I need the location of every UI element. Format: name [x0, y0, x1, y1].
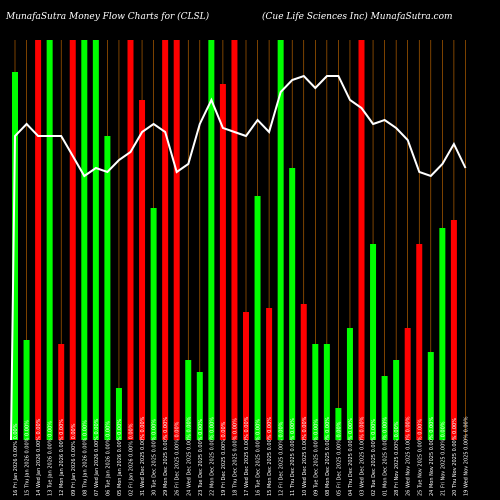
bar	[92, 40, 99, 440]
chart-title-left: MunafaSutra Money Flow Charts for (CLSL)	[6, 12, 210, 22]
bar	[450, 220, 457, 440]
bar	[439, 228, 446, 440]
x-tick-label: 09 Tue Dec 2025 0.00% 0.00%	[313, 419, 319, 496]
bar	[139, 100, 146, 440]
bar	[404, 328, 411, 440]
line-series	[10, 74, 467, 441]
x-tick-label: 03 Wed Dec 2025 0.00% 0.00%	[360, 416, 366, 496]
bar	[300, 304, 307, 440]
x-tick-label: 08 Thu Jan 2026 0.00% 0.00%	[82, 420, 88, 496]
x-tick-label: 12 Fri Dec 2025 0.00% 0.00%	[279, 421, 285, 496]
bar	[335, 408, 342, 440]
bar	[416, 244, 423, 440]
x-tick-label: 19 Wed Nov 2025 0.00% 0.00%	[463, 416, 469, 496]
bar	[312, 344, 319, 440]
bar	[254, 196, 261, 440]
x-tick-label: 02 Fri Jan 2026 0.00% 0.00%	[129, 423, 135, 496]
bar	[381, 376, 388, 440]
x-tick-label: 12 Mon Jan 2026 0.00% 0.00%	[59, 419, 65, 496]
x-tick-label: 06 Tue Jan 2026 0.00% 0.00%	[105, 421, 111, 496]
bar	[346, 328, 353, 440]
x-tick-label: 17 Wed Dec 2025 0.00% 0.00%	[244, 416, 250, 496]
bar	[104, 136, 111, 440]
x-tick-label: 02 Tue Dec 2025 0.00% 0.00%	[371, 419, 377, 496]
bar	[46, 40, 53, 440]
bar	[162, 40, 169, 440]
bar	[266, 308, 273, 440]
x-tick-label: 01 Mon Dec 2025 0.00% 0.00%	[383, 417, 389, 496]
x-tick-label: 09 Fri Jan 2026 0.00% 0.00%	[71, 423, 77, 496]
x-tick-label: 07 Wed Jan 2026 0.00% 0.00%	[94, 418, 100, 496]
bar	[69, 40, 76, 440]
x-tick-label: 05 Mon Jan 2026 0.00% 0.00%	[117, 419, 123, 496]
bar	[243, 312, 249, 440]
x-tick-label: 30 Tue Dec 2025 0.00% 0.00%	[152, 419, 158, 496]
x-tick-label: 10 Wed Dec 2025 0.00% 0.00%	[302, 416, 308, 496]
bar	[208, 40, 215, 440]
bar	[58, 344, 65, 440]
x-tick-label: 26 Wed Nov 2025 0.00% 0.00%	[406, 416, 412, 496]
money-flow-line	[10, 74, 467, 441]
x-tick-label: 11 Thu Dec 2025 0.00% 0.00%	[290, 418, 296, 496]
bar	[219, 84, 226, 440]
x-tick-label: 22 Mon Dec 2025 0.00% 0.00%	[209, 417, 215, 496]
bar	[393, 360, 400, 440]
bar	[231, 40, 238, 440]
x-tick-label: 31 Wed Dec 2025 0.00% 0.00%	[140, 416, 146, 496]
x-tick-label: 29 Mon Dec 2025 0.00% 0.00%	[163, 417, 169, 496]
bar	[185, 360, 192, 440]
x-tick-label: 19 Fri Dec 2025 0.00% 0.00%	[221, 421, 227, 496]
bar	[370, 244, 377, 440]
x-tick-label: 18 Thu Dec 2025 0.00% 0.00%	[232, 418, 238, 496]
x-tick-label: 24 Wed Dec 2025 0.00% 0.00%	[186, 416, 192, 496]
x-tick-label: 14 Wed Jan 2026 0.00% 0.00%	[36, 418, 42, 496]
bar	[277, 40, 284, 440]
x-tick-label: 16 Fri Jan 2026 0.00% 0.00%	[13, 423, 19, 496]
x-tick-label: 20 Thu Nov 2025 0.00% 0.00%	[452, 418, 458, 496]
x-tick-label: 28 Fri Nov 2025 0.00% 0.00%	[394, 421, 400, 496]
x-tick-label: 26 Fri Dec 2025 0.00% 0.00%	[175, 421, 181, 496]
bar	[23, 340, 30, 440]
bar	[358, 40, 365, 440]
x-tick-label: 15 Mon Dec 2025 0.00% 0.00%	[267, 417, 273, 496]
bar	[12, 72, 18, 440]
bar	[427, 352, 434, 440]
bar	[323, 344, 330, 440]
bar	[35, 40, 42, 440]
bar	[150, 208, 157, 440]
x-tick-label: 23 Tue Dec 2025 0.00% 0.00%	[198, 419, 204, 496]
chart-title-right: (Cue Life Sciences Inc) MunafaSutra.com	[262, 12, 453, 22]
bar	[81, 40, 88, 440]
bar-series	[12, 40, 457, 440]
bar	[115, 388, 122, 440]
x-tick-label: 15 Thu Jan 2026 0.00% 0.00%	[25, 420, 31, 496]
x-tick-label: 04 Thu Dec 2025 0.00% 0.00%	[348, 418, 354, 496]
x-tick-label: 25 Tue Nov 2025 0.00% 0.00%	[417, 419, 423, 496]
bar	[173, 40, 180, 440]
bar	[127, 40, 134, 440]
bar	[289, 168, 296, 440]
x-tick-label: 16 Tue Dec 2025 0.00% 0.00%	[256, 419, 262, 496]
x-tick-label: 08 Mon Dec 2025 0.00% 0.00%	[325, 417, 331, 496]
x-tick-label: 05 Fri Dec 2025 0.00% 0.00%	[336, 421, 342, 496]
x-tick-labels: 16 Fri Jan 2026 0.00% 0.00% 15 Thu Jan 20…	[13, 416, 469, 496]
x-tick-label: 21 Fri Nov 2025 0.00% 0.00%	[440, 421, 446, 496]
x-tick-label: 24 Mon Nov 2025 0.00% 0.00%	[429, 417, 435, 496]
x-tick-label: 13 Tue Jan 2026 0.00% 0.00%	[48, 421, 54, 496]
bar	[196, 372, 203, 440]
